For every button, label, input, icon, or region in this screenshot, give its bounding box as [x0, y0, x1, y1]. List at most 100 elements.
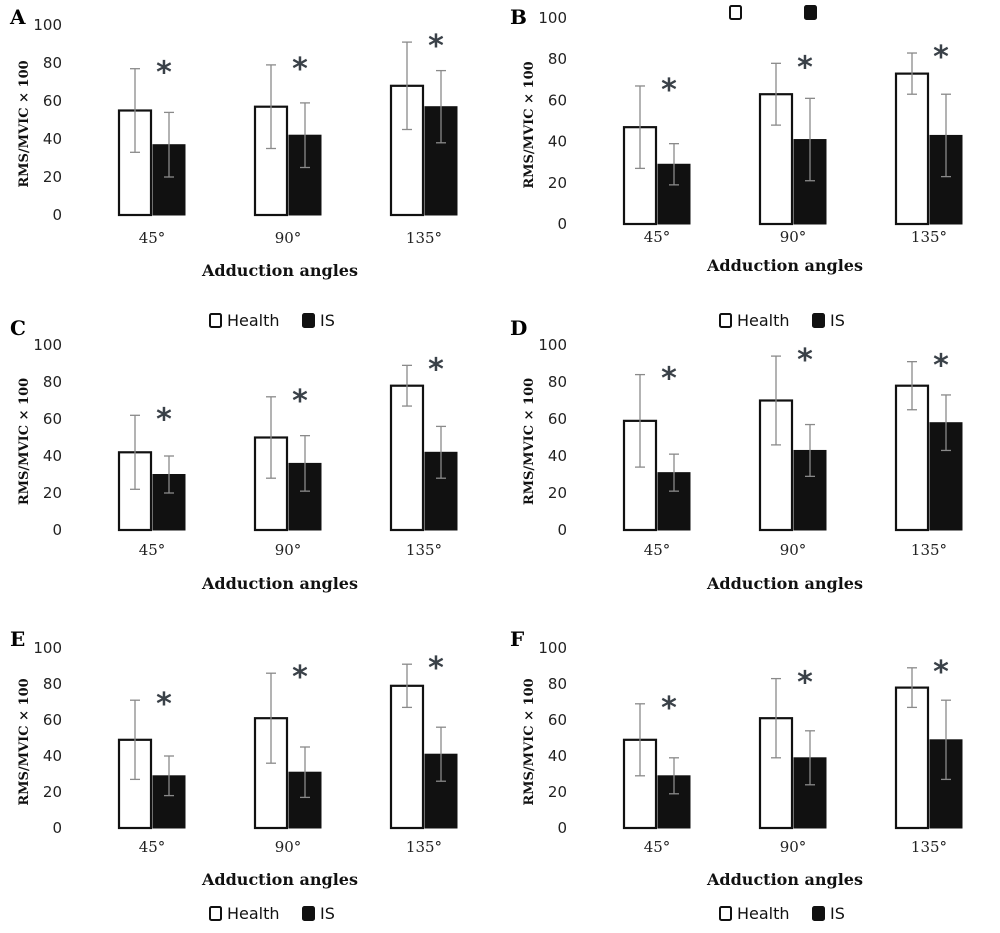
y-tick-label: 100: [538, 639, 567, 657]
x-tick-label: 135°: [911, 541, 947, 559]
significance-marker: *: [292, 660, 308, 695]
y-tick-label: 80: [548, 373, 567, 391]
x-tick-label: 45°: [644, 838, 671, 856]
y-tick-label: 100: [33, 336, 62, 354]
y-tick-label: 40: [43, 747, 62, 765]
chart-panel-e: E 0 20 40 60 80 100 RMS/MVIC × 100 * 45° * 90° * 135°…: [0, 622, 500, 933]
legend-label: IS: [320, 311, 335, 330]
y-tick-label: 0: [557, 521, 567, 539]
x-axis-title: Adduction angles: [201, 574, 358, 593]
bar-is: [929, 422, 963, 531]
chart-panel-b: B 0 20 40 60 80 100 RMS/MVIC × 100 * 45° * 90° * 135°…: [500, 0, 1000, 311]
x-axis-title: Adduction angles: [201, 261, 358, 280]
legend-label: Health: [227, 904, 280, 923]
legend-swatch-health: [719, 313, 732, 328]
y-tick-label: 60: [548, 410, 567, 428]
y-tick-label: 40: [43, 130, 62, 148]
x-tick-label: 90°: [780, 541, 807, 559]
significance-marker: *: [797, 50, 813, 85]
significance-marker: *: [156, 402, 172, 437]
x-axis-title: Adduction angles: [201, 870, 358, 889]
bar-health: [894, 72, 930, 226]
x-tick-label: 90°: [275, 838, 302, 856]
y-tick-label: 80: [548, 50, 567, 68]
y-tick-label: 0: [557, 215, 567, 233]
legend-label: IS: [830, 904, 845, 923]
x-tick-label: 135°: [406, 541, 442, 559]
significance-marker: *: [797, 666, 813, 701]
y-tick-label: 100: [538, 336, 567, 354]
x-tick-label: 135°: [911, 838, 947, 856]
y-tick-label: 40: [548, 133, 567, 151]
panel-letter: F: [510, 627, 524, 651]
chart-panel-f: F 0 20 40 60 80 100 RMS/MVIC × 100 * 45° * 90° * 135°…: [500, 622, 1000, 933]
y-tick-label: 60: [548, 711, 567, 729]
bar-health: [389, 384, 425, 532]
legend-swatch-is: [302, 313, 315, 328]
significance-marker: *: [292, 384, 308, 419]
x-tick-label: 45°: [139, 838, 166, 856]
y-tick-label: 0: [52, 206, 62, 224]
y-tick-label: 0: [52, 521, 62, 539]
chart-svg: E 0 20 40 60 80 100 RMS/MVIC × 100 * 45° * 90° * 135°…: [10, 627, 458, 923]
x-tick-label: 45°: [139, 229, 166, 247]
chart-svg: C 0 20 40 60 80 100 RMS/MVIC × 100 * 45° * 90° * 135°…: [10, 311, 458, 593]
y-tick-label: 20: [43, 168, 62, 186]
y-axis-title: RMS/MVIC × 100: [522, 378, 537, 505]
y-tick-label: 40: [43, 447, 62, 465]
y-tick-label: 60: [43, 410, 62, 428]
chart-svg: D 0 20 40 60 80 100 RMS/MVIC × 100 * 45° * 90° * 135°…: [510, 311, 963, 593]
y-axis-title: RMS/MVIC × 100: [17, 60, 32, 187]
significance-marker: *: [428, 651, 444, 686]
y-axis-title: RMS/MVIC × 100: [522, 61, 537, 188]
x-axis-title: Adduction angles: [706, 870, 863, 889]
significance-marker: *: [428, 29, 444, 64]
panel-letter: B: [510, 5, 527, 29]
x-tick-label: 90°: [780, 228, 807, 246]
significance-marker: *: [933, 655, 949, 690]
significance-marker: *: [661, 691, 677, 726]
significance-marker: *: [661, 362, 677, 397]
chart-svg: A 0 20 40 60 80 100 RMS/MVIC × 100 * 45° * 90° * 135°…: [9, 5, 458, 280]
chart-svg: B 0 20 40 60 80 100 RMS/MVIC × 100 * 45° * 90° * 135°…: [510, 5, 963, 275]
legend-label: IS: [320, 904, 335, 923]
legend-swatch-health: [719, 906, 732, 921]
legend-swatch-health: [209, 906, 222, 921]
y-tick-label: 100: [33, 16, 62, 34]
y-tick-label: 80: [43, 54, 62, 72]
x-tick-label: 45°: [139, 541, 166, 559]
y-axis-title: RMS/MVIC × 100: [17, 678, 32, 805]
y-tick-label: 80: [43, 675, 62, 693]
x-tick-label: 135°: [911, 228, 947, 246]
bar-health: [389, 684, 425, 830]
significance-marker: *: [661, 73, 677, 108]
legend-swatch-is: [812, 906, 825, 921]
significance-marker: *: [156, 56, 172, 91]
bar-is: [793, 449, 827, 531]
legend-swatch-is: [812, 313, 825, 328]
legend-label: Health: [737, 904, 790, 923]
panel-letter: C: [10, 316, 26, 340]
y-tick-label: 60: [43, 92, 62, 110]
x-tick-label: 90°: [275, 229, 302, 247]
chart-panel-d: D 0 20 40 60 80 100 RMS/MVIC × 100 * 45° * 90° * 135°…: [500, 311, 1000, 622]
panel-letter: E: [10, 627, 25, 651]
y-tick-label: 20: [548, 484, 567, 502]
significance-marker: *: [933, 349, 949, 384]
x-tick-label: 135°: [406, 229, 442, 247]
y-axis-title: RMS/MVIC × 100: [522, 678, 537, 805]
y-tick-label: 0: [52, 819, 62, 837]
legend-label: IS: [830, 311, 845, 330]
x-axis-title: Adduction angles: [706, 574, 863, 593]
x-tick-label: 45°: [644, 541, 671, 559]
y-tick-label: 80: [43, 373, 62, 391]
bar-health: [894, 686, 930, 830]
y-tick-label: 40: [548, 747, 567, 765]
y-tick-label: 100: [33, 639, 62, 657]
legend-label: Health: [737, 311, 790, 330]
y-tick-label: 80: [548, 675, 567, 693]
x-tick-label: 90°: [780, 838, 807, 856]
y-tick-label: 20: [43, 783, 62, 801]
y-tick-label: 0: [557, 819, 567, 837]
